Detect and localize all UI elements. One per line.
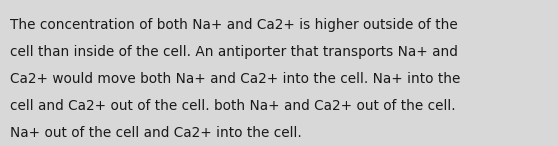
Text: The concentration of both Na+ and Ca2+ is higher outside of the: The concentration of both Na+ and Ca2+ i… — [10, 18, 458, 32]
Text: Ca2+ would move both Na+ and Ca2+ into the cell. Na+ into the: Ca2+ would move both Na+ and Ca2+ into t… — [10, 72, 460, 86]
Text: cell than inside of the cell. An antiporter that transports Na+ and: cell than inside of the cell. An antipor… — [10, 45, 458, 59]
Text: Na+ out of the cell and Ca2+ into the cell.: Na+ out of the cell and Ca2+ into the ce… — [10, 126, 302, 140]
Text: cell and Ca2+ out of the cell. both Na+ and Ca2+ out of the cell.: cell and Ca2+ out of the cell. both Na+ … — [10, 99, 456, 113]
